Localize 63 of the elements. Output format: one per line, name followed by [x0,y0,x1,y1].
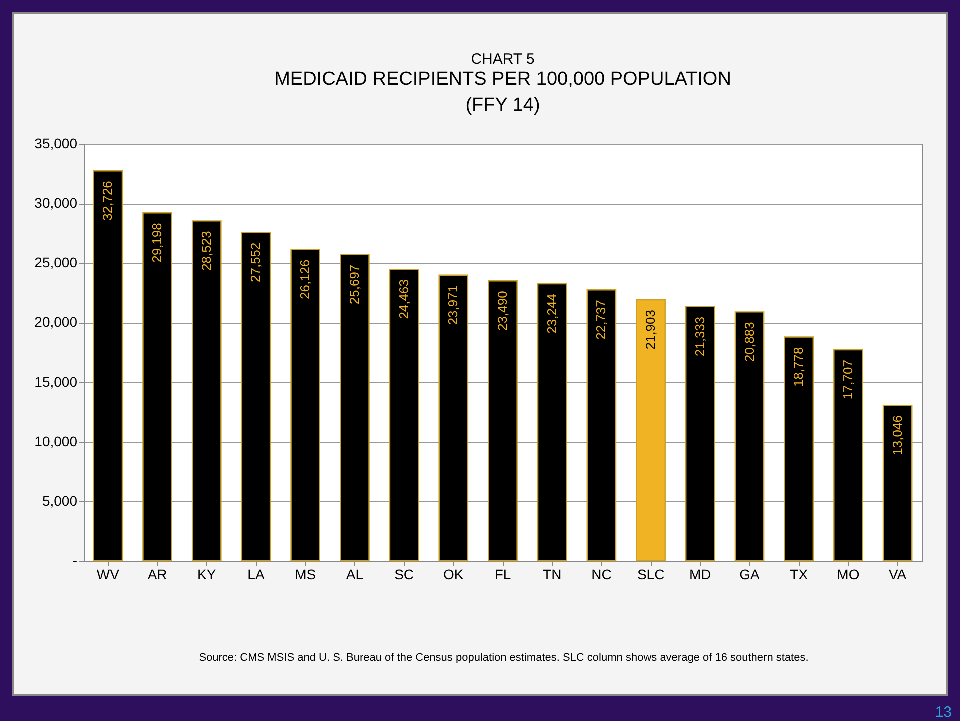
bar [488,280,518,562]
x-tick-label: NC [592,566,612,582]
data-label: 20,883 [742,322,757,362]
x-tick-label: SC [394,566,414,582]
chart-title: CHART 5 [471,51,535,68]
data-label: 21,903 [643,310,658,350]
data-label: 28,523 [198,231,214,271]
x-tick-label: AL [346,566,364,582]
bar [142,212,172,562]
bar [340,254,370,562]
x-tick-label: MO [837,566,860,582]
x-tick-label: MD [690,566,712,582]
x-tick-label: GA [740,566,761,582]
data-label: 17,707 [840,360,856,400]
data-label: 26,126 [298,260,313,300]
y-tick-label: 5,000 [42,492,78,509]
y-tick-label: 20,000 [34,314,78,330]
y-tick-label: 10,000 [34,433,78,450]
data-label: 18,778 [791,347,806,388]
x-tick-label: LA [248,566,266,582]
source-note: Source: CMS MSIS and U. S. Bureau of the Census population estimates. SLC column shows average of 16 southern states. [198,652,810,664]
x-tick-label: AR [148,566,168,582]
data-label: 21,333 [692,316,708,357]
x-tick-label: MS [295,566,316,582]
x-tick-label: VA [888,566,908,582]
bar [734,312,765,562]
x-tick-label: WV [96,566,120,582]
y-tick-label: 25,000 [34,254,78,271]
bar [290,249,321,562]
y-tick-label: 30,000 [34,195,78,212]
chart-subtitle: MEDICAID RECIPIENTS PER 100,000 POPULATION (FFY 14) [274,69,732,116]
x-tick-label: KY [198,566,217,582]
bar [537,283,568,562]
bar [882,404,913,562]
bar [784,336,814,562]
y-tick-label: - [72,552,78,568]
bar [93,170,124,562]
y-tick-label: 35,000 [34,136,78,152]
bar [389,268,420,562]
data-label: 32,726 [100,181,116,221]
x-tick-label: TX [790,566,809,582]
x-tick-label: FL [494,566,512,582]
bar [834,349,864,562]
bar [586,290,617,562]
bar [241,232,272,562]
data-label: 23,971 [446,285,461,326]
data-label: 22,737 [594,300,609,340]
data-label: 23,490 [495,291,510,331]
bar [192,220,222,562]
x-tick-label: OK [444,566,464,582]
bar [685,306,716,562]
bar [438,274,469,562]
data-label: 24,463 [396,280,412,320]
bar [636,299,666,562]
text: 13 [935,704,952,721]
data-label: 13,046 [890,416,905,456]
y-tick-label: 15,000 [34,374,78,390]
data-label: 25,697 [346,264,362,305]
data-label: 27,552 [248,242,264,283]
x-tick-label: TN [543,566,562,582]
x-tick-label: SLC [637,566,665,582]
data-label: 23,244 [544,294,560,334]
data-label: 29,198 [150,223,165,263]
